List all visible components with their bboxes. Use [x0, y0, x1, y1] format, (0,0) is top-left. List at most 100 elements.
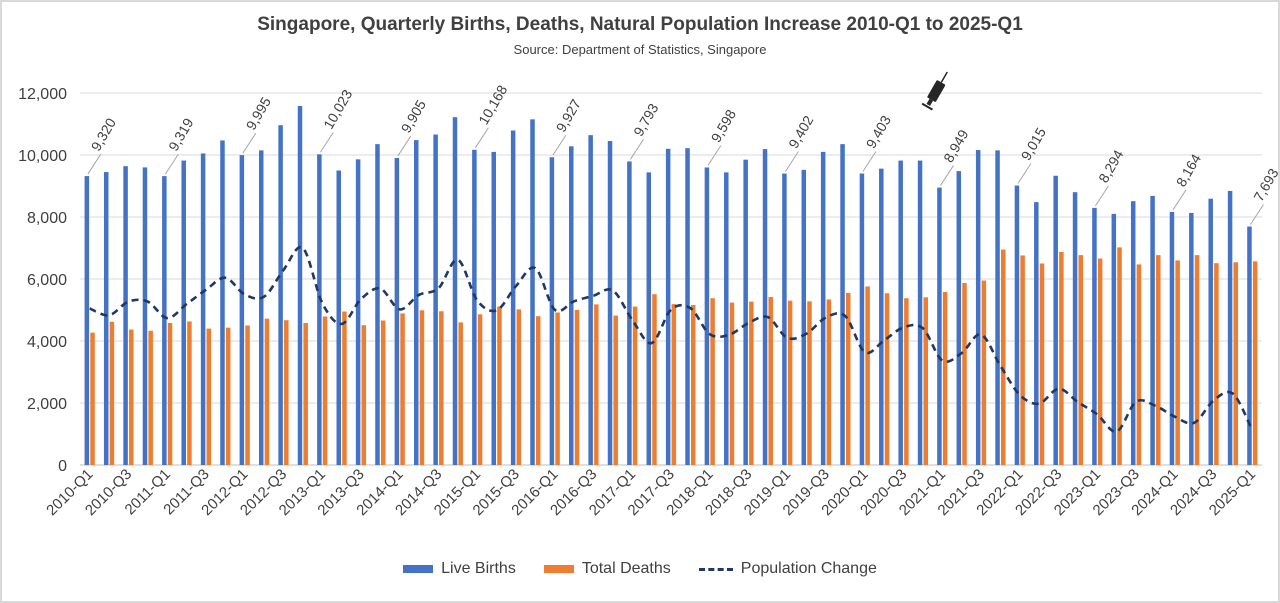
bar-total-deaths [613, 315, 618, 465]
bar-live-births [200, 153, 206, 465]
data-label-leader [397, 135, 412, 157]
bar-total-deaths [865, 286, 870, 465]
bar-live-births [995, 150, 1000, 465]
bar-total-deaths [1175, 260, 1180, 465]
bar-live-births [975, 150, 981, 466]
bar-total-deaths [439, 311, 444, 465]
data-label-leader [862, 151, 877, 172]
y-tick-label: 6,000 [27, 272, 67, 289]
bar-live-births [510, 130, 516, 465]
data-label-leader [1095, 185, 1109, 207]
bar-total-deaths [497, 306, 502, 465]
bar-live-births [375, 144, 380, 465]
data-label: 9,995 [243, 94, 274, 133]
bar-total-deaths [1117, 247, 1122, 465]
bar-total-deaths [787, 300, 793, 465]
data-label-leader [707, 145, 722, 166]
bar-live-births [258, 150, 264, 465]
data-label: 9,598 [708, 106, 739, 145]
data-label: 9,403 [863, 112, 894, 151]
bar-total-deaths [904, 298, 909, 465]
legend-swatch-total-deaths [543, 565, 574, 573]
bar-live-births [1014, 185, 1020, 465]
data-label-leader [319, 132, 334, 153]
bar-live-births [549, 157, 555, 465]
bar-total-deaths [245, 325, 250, 465]
bar-total-deaths [342, 311, 347, 465]
bar-live-births [1189, 212, 1194, 465]
bar-live-births [317, 154, 322, 466]
bar-total-deaths [477, 314, 483, 465]
bar-live-births [1092, 207, 1097, 466]
data-label: 9,927 [553, 96, 584, 135]
bar-live-births [840, 144, 845, 465]
legend-item-population-change: Population Change [698, 560, 877, 578]
bar-live-births [762, 149, 768, 466]
bar-total-deaths [652, 294, 657, 465]
bar-total-deaths [1039, 263, 1045, 465]
bar-live-births [801, 169, 807, 465]
y-tick-label: 12,000 [18, 86, 67, 103]
data-label-leader [1250, 204, 1264, 225]
legend-label-live-births: Live Births [441, 560, 516, 577]
data-label-leader [1017, 163, 1032, 184]
bar-total-deaths [845, 292, 851, 465]
y-tick-label: 2,000 [27, 396, 67, 413]
data-label-leader [164, 153, 179, 175]
bar-live-births [859, 173, 865, 465]
syringe-icon [921, 71, 948, 111]
bar-live-births [239, 155, 245, 465]
bar-live-births [607, 141, 613, 466]
bar-total-deaths [225, 327, 231, 465]
bar-total-deaths [264, 318, 270, 465]
bar-total-deaths [671, 304, 677, 465]
y-tick-label: 8,000 [27, 210, 67, 227]
legend-item-total-deaths: Total Deaths [543, 560, 671, 578]
bar-live-births [355, 159, 361, 465]
bar-total-deaths [826, 299, 832, 465]
bar-live-births [491, 151, 497, 465]
bar-live-births [1072, 192, 1078, 465]
bar-live-births [162, 176, 167, 465]
bar-total-deaths [1078, 255, 1084, 465]
data-label: 8,949 [940, 127, 971, 166]
bar-total-deaths [535, 316, 541, 465]
bar-total-deaths [167, 323, 173, 465]
bar-total-deaths [516, 309, 522, 465]
bar-total-deaths [923, 297, 929, 465]
data-label: 10,168 [475, 82, 510, 127]
bar-live-births [1053, 175, 1058, 465]
bar-total-deaths [322, 316, 328, 465]
bar-total-deaths [419, 310, 425, 465]
bar-total-deaths [942, 292, 948, 465]
bar-live-births [278, 125, 283, 466]
bar-total-deaths [361, 325, 367, 465]
bar-live-births [724, 172, 729, 466]
bar-total-deaths [90, 332, 95, 465]
line-population-change [89, 245, 1254, 433]
data-label-leader [629, 139, 644, 160]
data-label-leader [474, 127, 489, 149]
data-label: 7,693 [1250, 165, 1280, 204]
data-label-leader [242, 132, 257, 154]
chart-legend: Live Births Total Deaths Population Chan… [0, 560, 1280, 578]
legend-label-total-deaths: Total Deaths [581, 560, 671, 577]
bar-live-births [1227, 190, 1233, 465]
bar-live-births [413, 140, 419, 465]
bar-live-births [898, 160, 903, 465]
bar-live-births [1208, 198, 1213, 465]
bar-total-deaths [1020, 255, 1025, 465]
bar-live-births [472, 149, 477, 466]
bar-total-deaths [1097, 258, 1103, 465]
legend-swatch-population-change [698, 567, 733, 571]
bar-live-births [1034, 202, 1039, 465]
bar-total-deaths [1156, 255, 1161, 465]
y-tick-label: 10,000 [18, 148, 67, 165]
chart-subtitle: Source: Department of Statistics, Singap… [513, 42, 767, 57]
bar-total-deaths [109, 321, 115, 465]
bar-total-deaths [187, 321, 192, 465]
y-tick-label: 4,000 [27, 334, 67, 351]
data-label-leader [552, 134, 567, 156]
bar-live-births [1247, 226, 1252, 465]
